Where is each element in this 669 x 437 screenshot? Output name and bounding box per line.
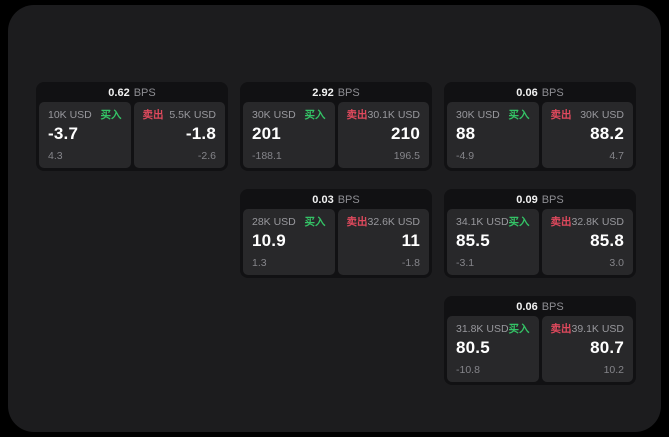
sell-price: -1.8	[185, 124, 216, 143]
buy-quote-box[interactable]: 10K USD 买入 -3.7 4.3	[39, 102, 131, 168]
buy-delta: 1.3	[252, 257, 267, 269]
spread-value: 0.06	[516, 87, 538, 99]
sell-price: 210	[391, 124, 420, 143]
buy-side-label: 买入	[100, 109, 122, 121]
spread-header: 0.09 BPS	[447, 192, 633, 209]
buy-size: 31.8K USD	[456, 323, 509, 335]
sell-quote-box[interactable]: 卖出 30K USD 88.2 4.7	[541, 102, 633, 168]
sell-price: 11	[401, 231, 420, 250]
spread-header: 0.62 BPS	[39, 85, 225, 102]
sell-side-label: 卖出	[346, 109, 368, 121]
sell-delta: 10.2	[603, 364, 624, 376]
bps-unit: BPS	[337, 194, 360, 206]
spread-header: 0.06 BPS	[447, 85, 633, 102]
buy-quote-box[interactable]: 30K USD 买入 88 -4.9	[447, 102, 539, 168]
quote-card: 2.92 BPS 30K USD 买入 201 -188.1 卖出 30.1K …	[240, 82, 432, 171]
quote-board-panel: 0.62 BPS 10K USD 买入 -3.7 4.3 卖出 5.5K USD…	[8, 5, 661, 432]
buy-side-label: 买入	[304, 109, 326, 121]
sell-side-label: 卖出	[142, 109, 164, 121]
sell-delta: -2.6	[197, 150, 216, 162]
sell-size: 30K USD	[580, 109, 624, 121]
buy-quote-box[interactable]: 28K USD 买入 10.9 1.3	[243, 209, 335, 275]
spread-value: 2.92	[312, 87, 334, 99]
bps-unit: BPS	[541, 301, 564, 313]
buy-size: 28K USD	[252, 216, 296, 228]
sell-quote-box[interactable]: 卖出 32.6K USD 11 -1.8	[337, 209, 429, 275]
buy-side-label: 买入	[304, 216, 326, 228]
buy-price: 80.5	[456, 338, 490, 357]
spread-value: 0.09	[516, 194, 538, 206]
sell-size: 30.1K USD	[367, 109, 421, 121]
sell-size: 32.6K USD	[367, 216, 421, 228]
sell-delta: -1.8	[401, 257, 420, 269]
spread-header: 2.92 BPS	[243, 85, 429, 102]
buy-size: 10K USD	[48, 109, 92, 121]
sell-quote-box[interactable]: 卖出 5.5K USD -1.8 -2.6	[133, 102, 225, 168]
sell-side-label: 卖出	[550, 216, 572, 228]
sell-size: 5.5K USD	[169, 109, 216, 121]
sell-side-label: 卖出	[550, 109, 572, 121]
spread-header: 0.03 BPS	[243, 192, 429, 209]
buy-price: 10.9	[252, 231, 286, 250]
buy-quote-box[interactable]: 31.8K USD 买入 80.5 -10.8	[447, 316, 539, 382]
buy-price: 88	[456, 124, 476, 143]
spread-value: 0.06	[516, 301, 538, 313]
buy-size: 30K USD	[456, 109, 500, 121]
spread-value: 0.03	[312, 194, 334, 206]
buy-side-label: 买入	[508, 109, 530, 121]
buy-size: 34.1K USD	[456, 216, 509, 228]
bps-unit: BPS	[133, 87, 156, 99]
buy-delta: -10.8	[456, 364, 480, 376]
sell-size: 39.1K USD	[571, 323, 625, 335]
sell-price: 80.7	[590, 338, 624, 357]
bps-unit: BPS	[337, 87, 360, 99]
spread-header: 0.06 BPS	[447, 299, 633, 316]
buy-price: 85.5	[456, 231, 490, 250]
quote-card: 0.09 BPS 34.1K USD 买入 85.5 -3.1 卖出 32.8K…	[444, 189, 636, 278]
sell-side-label: 卖出	[550, 323, 572, 335]
quote-card: 0.06 BPS 30K USD 买入 88 -4.9 卖出 30K USD 8…	[444, 82, 636, 171]
buy-delta: 4.3	[48, 150, 63, 162]
buy-side-label: 买入	[508, 216, 530, 228]
buy-price: 201	[252, 124, 281, 143]
buy-quote-box[interactable]: 30K USD 买入 201 -188.1	[243, 102, 335, 168]
sell-price: 85.8	[590, 231, 624, 250]
sell-delta: 3.0	[609, 257, 624, 269]
buy-delta: -4.9	[456, 150, 475, 162]
sell-delta: 4.7	[609, 150, 624, 162]
buy-delta: -3.1	[456, 257, 475, 269]
sell-quote-box[interactable]: 卖出 30.1K USD 210 196.5	[337, 102, 429, 168]
spread-value: 0.62	[108, 87, 130, 99]
sell-quote-box[interactable]: 卖出 32.8K USD 85.8 3.0	[541, 209, 633, 275]
buy-delta: -188.1	[252, 150, 282, 162]
sell-delta: 196.5	[393, 150, 420, 162]
sell-price: 88.2	[590, 124, 624, 143]
sell-side-label: 卖出	[346, 216, 368, 228]
sell-quote-box[interactable]: 卖出 39.1K USD 80.7 10.2	[541, 316, 633, 382]
buy-size: 30K USD	[252, 109, 296, 121]
bps-unit: BPS	[541, 87, 564, 99]
buy-quote-box[interactable]: 34.1K USD 买入 85.5 -3.1	[447, 209, 539, 275]
bps-unit: BPS	[541, 194, 564, 206]
quote-card: 0.06 BPS 31.8K USD 买入 80.5 -10.8 卖出 39.1…	[444, 296, 636, 385]
quote-card: 0.62 BPS 10K USD 买入 -3.7 4.3 卖出 5.5K USD…	[36, 82, 228, 171]
quote-card: 0.03 BPS 28K USD 买入 10.9 1.3 卖出 32.6K US…	[240, 189, 432, 278]
buy-price: -3.7	[48, 124, 79, 143]
sell-size: 32.8K USD	[571, 216, 625, 228]
buy-side-label: 买入	[508, 323, 530, 335]
